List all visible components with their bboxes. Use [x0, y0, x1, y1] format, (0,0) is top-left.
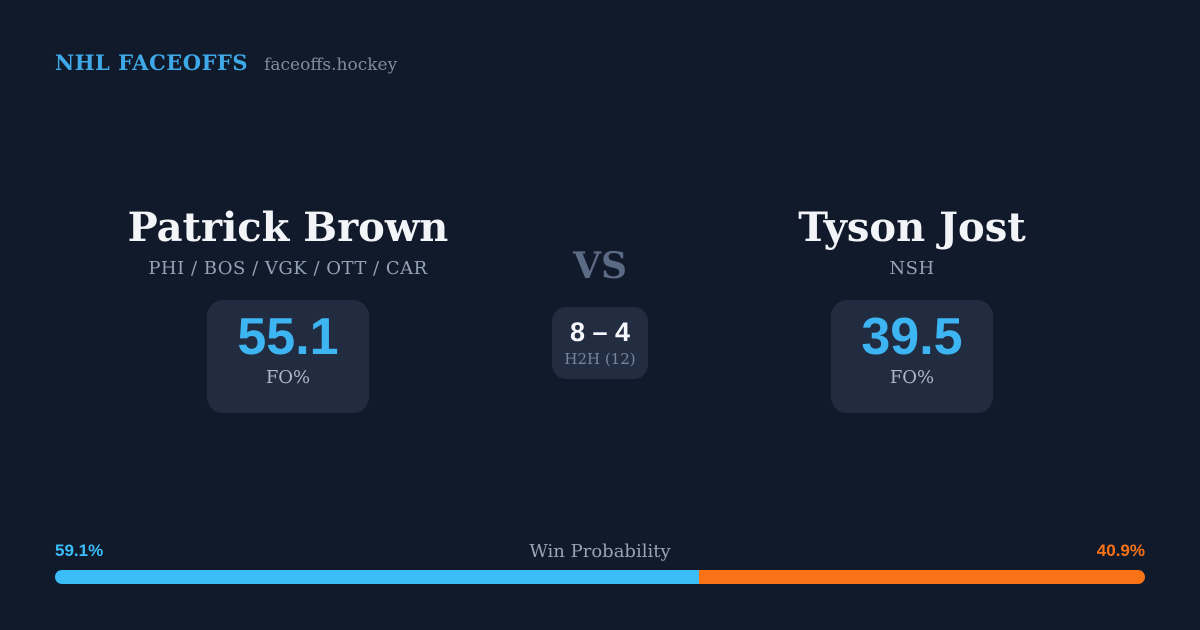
player-right-teams: NSH: [889, 258, 935, 279]
player-right-fo-label: FO%: [889, 367, 935, 389]
win-prob-left-pct: 59.1%: [55, 541, 104, 560]
player-left-fo-label: FO%: [265, 367, 311, 389]
player-left-teams: PHI / BOS / VGK / OTT / CAR: [148, 258, 428, 279]
player-left-name: Patrick Brown: [127, 204, 449, 251]
player-right-fo-box: 39.5 FO%: [831, 300, 993, 413]
player-left-fo-value: 55.1: [237, 308, 339, 366]
player-left-fo-box: 55.1 FO%: [207, 300, 369, 413]
player-left-section: Patrick Brown PHI / BOS / VGK / OTT / CA…: [88, 205, 488, 413]
h2h-label: H2H (12): [564, 349, 636, 368]
win-probability-section: 59.1% Win Probability 40.9%: [55, 541, 1145, 584]
win-prob-right-pct: 40.9%: [1096, 541, 1145, 560]
player-right-fo-value: 39.5: [861, 308, 963, 366]
vs-label: VS: [573, 245, 627, 287]
win-probability-bar: [55, 570, 1145, 584]
h2h-score: 8 – 4: [569, 317, 631, 347]
brand-logo: NHL FACEOFFS: [55, 50, 249, 75]
header: NHL FACEOFFS faceoffs.hockey: [55, 50, 397, 75]
player-right-section: Tyson Jost NSH 39.5 FO%: [712, 205, 1112, 413]
versus-section: VS 8 – 4 H2H (12): [500, 248, 700, 379]
player-right-name: Tyson Jost: [798, 204, 1026, 251]
win-prob-title: Win Probability: [529, 541, 671, 562]
site-url: faceoffs.hockey: [264, 55, 398, 75]
win-probability-labels: 59.1% Win Probability 40.9%: [55, 541, 1145, 565]
win-bar-left-segment: [55, 570, 700, 584]
win-bar-right-segment: [699, 570, 1145, 584]
h2h-box: 8 – 4 H2H (12): [552, 307, 648, 379]
